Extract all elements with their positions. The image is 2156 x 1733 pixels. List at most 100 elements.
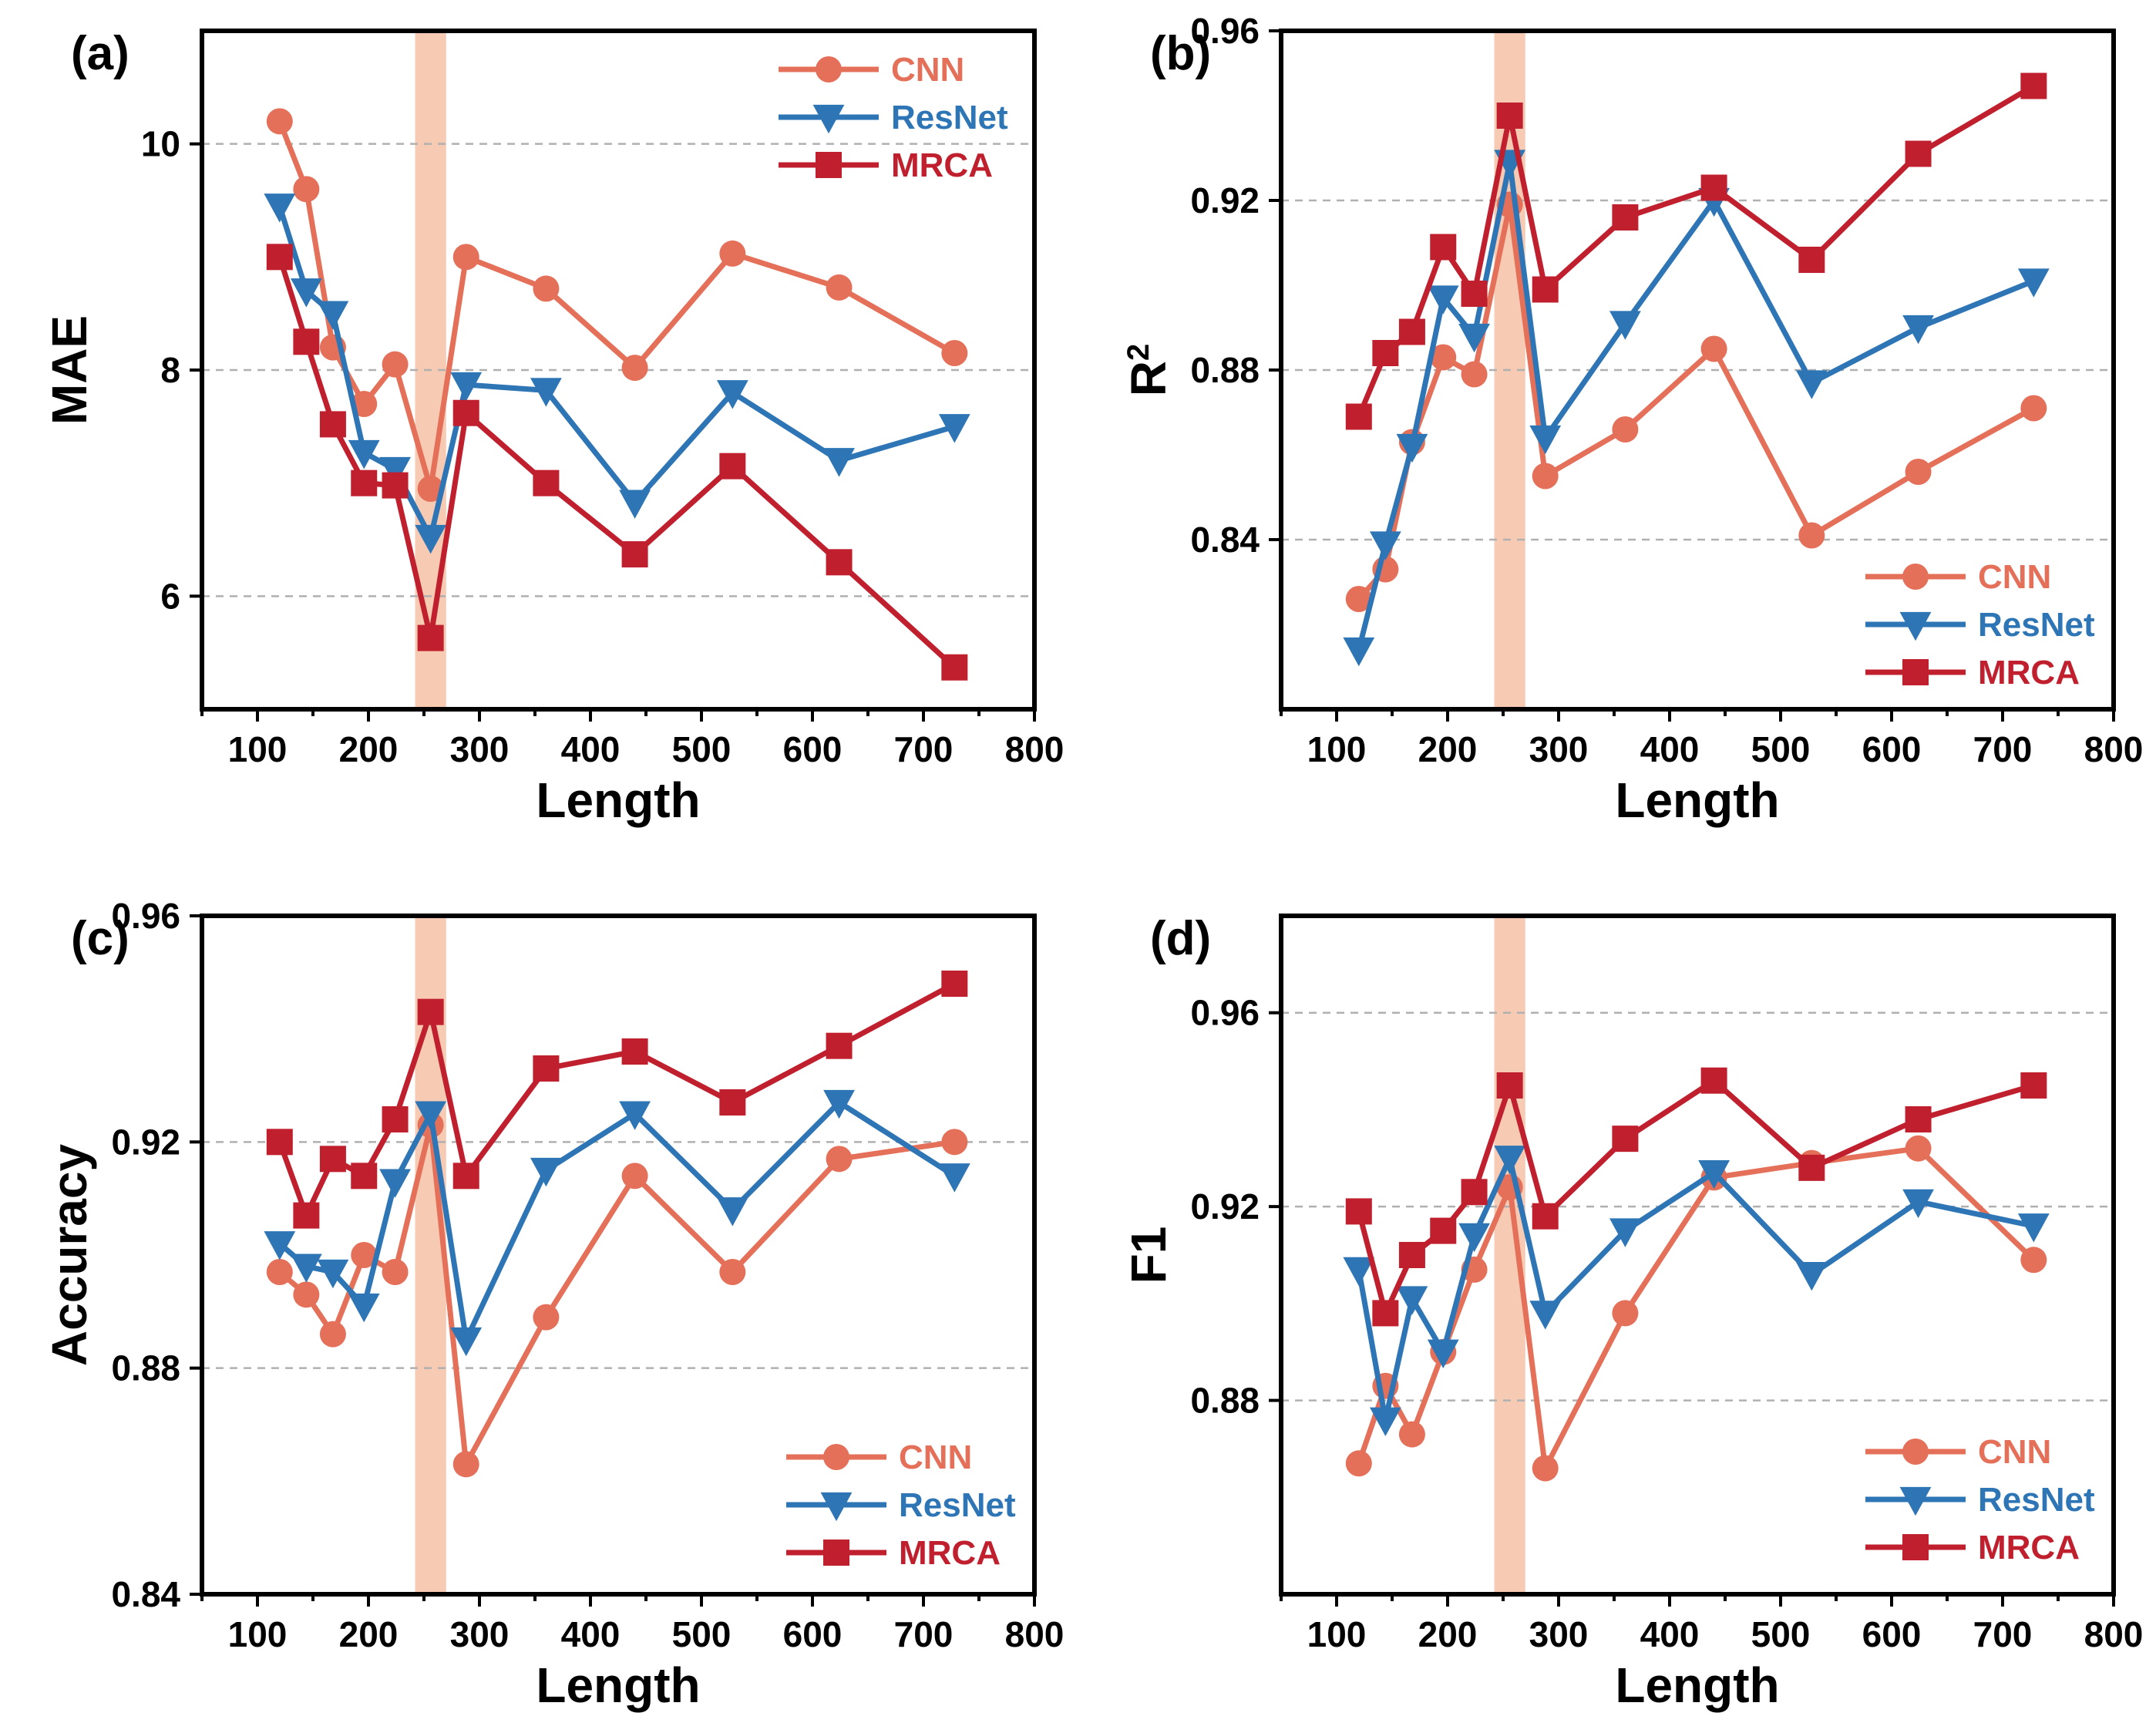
data-point xyxy=(1612,1300,1639,1327)
data-point xyxy=(2020,72,2047,99)
y-tick-label: 0.92 xyxy=(1190,1186,1260,1227)
data-point xyxy=(351,469,378,496)
y-axis-title: Accuracy xyxy=(42,1144,97,1367)
legend-label: ResNet xyxy=(1978,1481,2095,1519)
data-point xyxy=(1461,361,1488,388)
data-point xyxy=(1369,1407,1401,1436)
data-point xyxy=(1372,340,1399,366)
x-tick-label: 100 xyxy=(228,729,288,769)
data-point xyxy=(621,1163,648,1190)
data-point xyxy=(379,1169,411,1198)
data-point xyxy=(1529,1301,1562,1330)
data-point xyxy=(1609,1218,1641,1247)
data-point xyxy=(1905,459,1932,485)
legend-marker xyxy=(823,1540,849,1566)
legend-label: MRCA xyxy=(891,146,993,184)
data-point xyxy=(293,1202,320,1229)
x-tick-label: 500 xyxy=(672,1614,732,1654)
legend-label: MRCA xyxy=(1978,654,2080,692)
series-mrca xyxy=(266,244,968,681)
data-point xyxy=(621,541,648,568)
series-mrca xyxy=(1345,1067,2047,1327)
data-point xyxy=(716,380,748,409)
series-resnet xyxy=(1343,1146,2050,1436)
x-tick-label: 300 xyxy=(450,729,510,769)
data-point xyxy=(1798,522,1825,549)
data-point xyxy=(1461,281,1488,307)
x-tick-label: 400 xyxy=(561,729,621,769)
data-point xyxy=(1345,1198,1372,1225)
chart-panel-4: 100 200 300 400 500 600 700 800 0.88 0.92 0.96 Leng… xyxy=(1121,912,2143,1713)
data-point xyxy=(1905,1135,1932,1162)
legend-marker xyxy=(820,1492,853,1522)
data-point xyxy=(716,1197,748,1227)
data-point xyxy=(1345,1450,1372,1477)
x-tick-label: 800 xyxy=(1005,729,1065,769)
legend-label: ResNet xyxy=(1978,606,2095,644)
legend-label: MRCA xyxy=(1978,1529,2080,1566)
data-point xyxy=(290,1253,322,1283)
legend-label: CNN xyxy=(899,1439,972,1476)
series-line xyxy=(1356,1078,2035,1316)
legend-label: CNN xyxy=(1978,1433,2051,1471)
data-point xyxy=(533,275,560,302)
legend-marker xyxy=(816,56,842,82)
y-tick-label: 0.84 xyxy=(111,1574,180,1614)
data-point xyxy=(417,998,444,1025)
data-point xyxy=(417,624,444,651)
data-point xyxy=(266,108,293,135)
x-tick-label: 100 xyxy=(1307,1614,1367,1654)
legend-marker xyxy=(1902,1439,1929,1465)
data-point xyxy=(1795,370,1828,399)
data-point xyxy=(533,469,560,496)
legend-label: ResNet xyxy=(899,1486,1016,1524)
y-tick-label: 0.92 xyxy=(1190,180,1260,220)
series-resnet xyxy=(1343,150,2050,667)
data-point xyxy=(621,1038,648,1065)
data-point xyxy=(290,278,322,308)
x-tick-label: 600 xyxy=(783,1614,843,1654)
x-tick-label: 200 xyxy=(339,729,399,769)
chart-panel-3: 100 200 300 400 500 600 700 800 0.84 0.88 0.92 0.96… xyxy=(42,896,1064,1713)
data-point xyxy=(719,1259,746,1285)
y-tick-label: 0.92 xyxy=(111,1122,180,1162)
legend-marker xyxy=(1899,611,1932,641)
data-point xyxy=(452,399,479,426)
series-line xyxy=(277,1099,957,1343)
data-point xyxy=(619,1101,651,1130)
data-point xyxy=(1398,1421,1425,1448)
legend-marker xyxy=(1902,659,1929,685)
x-tick-label: 200 xyxy=(1418,1614,1478,1654)
x-tick-label: 500 xyxy=(672,729,732,769)
data-point xyxy=(1430,1217,1457,1244)
data-point xyxy=(1795,1261,1828,1291)
data-point xyxy=(530,378,562,407)
data-point xyxy=(1398,1242,1425,1268)
y-axis-title: MAE xyxy=(42,315,97,425)
x-tick-label: 700 xyxy=(1973,729,2033,769)
x-tick-label: 300 xyxy=(450,1614,510,1654)
data-point xyxy=(1343,637,1375,667)
data-point xyxy=(264,1231,296,1260)
data-point xyxy=(1396,1286,1428,1315)
data-point xyxy=(293,176,320,203)
data-point xyxy=(826,1032,853,1059)
data-point xyxy=(1345,586,1372,612)
data-point xyxy=(823,1089,855,1119)
chart-panel-1: 100 200 300 400 500 600 700 800 6 8 10 Length MAE (a)… xyxy=(42,27,1064,828)
x-tick-label: 600 xyxy=(783,729,843,769)
x-axis-title: Length xyxy=(536,772,700,828)
legend: CNN ResNet MRCA xyxy=(779,51,1008,184)
data-point xyxy=(941,1129,968,1156)
y-tick-label: 0.96 xyxy=(1190,11,1260,51)
legend-marker xyxy=(1902,1534,1929,1560)
data-point xyxy=(319,1146,346,1173)
panel-label: (a) xyxy=(71,27,129,80)
series-line xyxy=(277,981,956,1219)
data-point xyxy=(2020,395,2047,422)
data-point xyxy=(826,274,853,301)
data-point xyxy=(266,244,293,271)
y-tick-label: 0.84 xyxy=(1190,520,1260,560)
data-point xyxy=(938,414,970,443)
